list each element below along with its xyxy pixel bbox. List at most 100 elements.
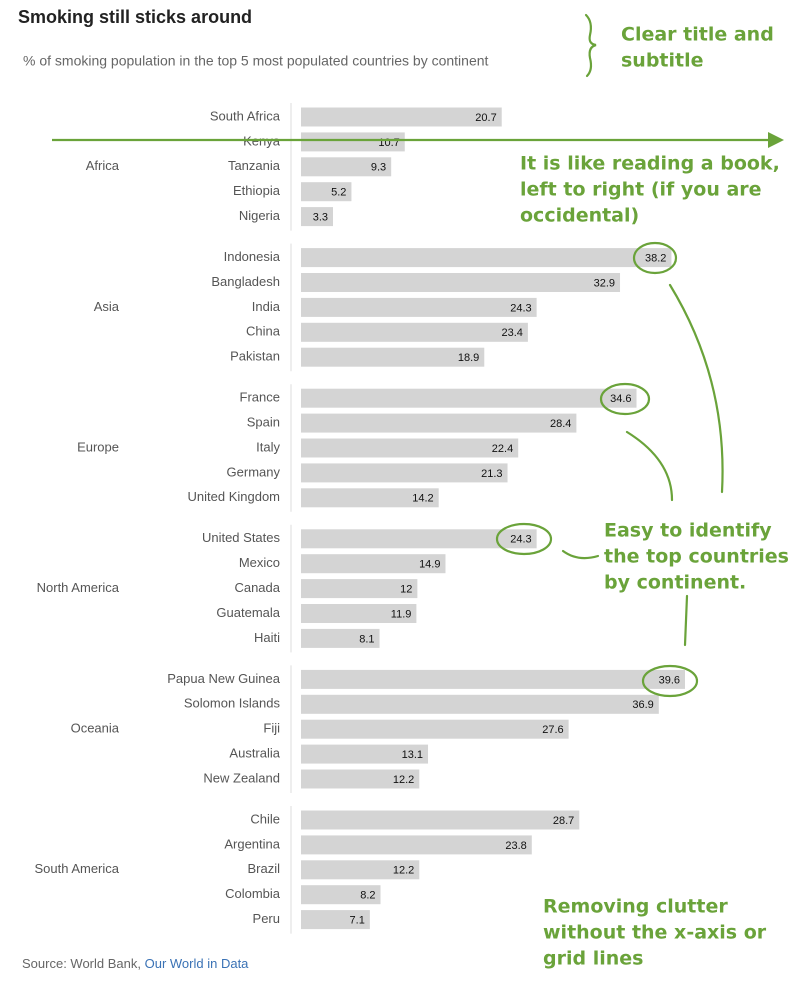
value-label: 39.6 [659,674,680,686]
value-label: 9.3 [371,162,386,174]
bar [301,182,352,202]
value-label: 20.7 [475,112,496,124]
annotation: occidental) [520,205,639,227]
category-label: United Kingdom [188,489,281,504]
bar [301,769,420,789]
value-label: 18.9 [458,352,479,364]
category-label: Papua New Guinea [167,671,281,686]
bar [301,248,672,268]
annotation: left to right (if you are [520,179,762,201]
category-label: Tanzania [228,158,281,173]
annotation: grid lines [543,948,643,970]
category-label: Haiti [254,630,280,645]
category-label: China [246,324,281,339]
value-label: 34.6 [610,393,631,405]
value-label: 14.9 [419,559,440,571]
category-label: India [252,299,281,314]
bar [301,744,429,764]
bar [301,132,405,152]
category-label: Fiji [263,721,280,736]
bar [301,694,659,714]
bar [301,579,418,599]
category-label: France [240,390,280,405]
bar [301,860,420,880]
category-label: Pakistan [230,349,280,364]
bar [301,388,637,408]
category-label: Nigeria [239,208,281,223]
category-label: New Zealand [203,770,280,785]
annotation: Clear title and [621,24,774,46]
value-label: 23.8 [505,840,526,852]
bar [301,529,537,549]
value-label: 13.1 [402,749,423,761]
category-label: Australia [229,746,280,761]
value-label: 12.2 [393,865,414,877]
value-label: 12.2 [393,774,414,786]
chart-title: Smoking still sticks around [18,7,252,27]
category-label: Solomon Islands [184,696,281,711]
connector [683,594,689,647]
highlight-circle [599,382,651,416]
bar [301,885,381,905]
group-label: North America [37,580,120,595]
category-label: Colombia [225,886,281,901]
brace [584,13,597,78]
bar [301,488,439,508]
annotation-shapes [495,13,724,698]
bar [301,910,370,930]
value-label: 36.9 [632,699,653,711]
bar [301,322,528,342]
bar [301,438,519,458]
group-label: Asia [94,299,120,314]
source-link[interactable]: Our World in Data [145,956,250,971]
category-label: Peru [253,911,280,926]
bar [301,347,485,367]
highlight-circle [495,522,553,556]
group-label: Africa [86,158,120,173]
group-label: Europe [77,439,119,454]
category-label: Germany [227,464,281,479]
connector [561,549,600,560]
value-label: 22.4 [492,443,513,455]
category-label: Indonesia [224,249,281,264]
bar [301,719,569,739]
value-label: 24.3 [510,534,531,546]
value-label: 5.2 [331,187,346,199]
arrow-head [768,132,784,148]
annotation: Easy to identify [604,520,772,542]
value-label: 27.6 [542,724,563,736]
annotation: Removing clutter [543,896,728,918]
category-label: South Africa [210,108,281,123]
category-label: Brazil [247,861,280,876]
value-label: 11.9 [391,608,412,620]
source-text: Source: World Bank, [22,956,141,971]
category-label: Ethiopia [233,183,281,198]
value-label: 23.4 [501,327,522,339]
category-label: United States [202,530,281,545]
category-label: Italy [256,439,280,454]
bar [301,273,621,292]
bar [301,297,537,317]
group-label: Oceania [71,721,120,736]
value-label: 32.9 [594,277,615,289]
bar [301,669,685,689]
source: Source: World Bank, Our World in Data [22,956,249,971]
connector [668,283,724,494]
bar [301,157,392,177]
value-label: 28.7 [553,815,574,827]
category-label: Canada [234,580,280,595]
category-label: Guatemala [216,605,280,620]
value-label: 28.4 [550,418,571,430]
value-label: 7.1 [350,915,365,927]
value-label: 38.2 [645,253,666,265]
annotation: without the x-axis or [543,922,767,944]
bar [301,628,380,648]
bar [301,810,580,830]
bar [301,835,532,855]
annotation: the top countries [604,546,789,568]
bar [301,207,333,227]
annotation: by continent. [604,572,746,594]
value-label: 21.3 [481,468,502,480]
